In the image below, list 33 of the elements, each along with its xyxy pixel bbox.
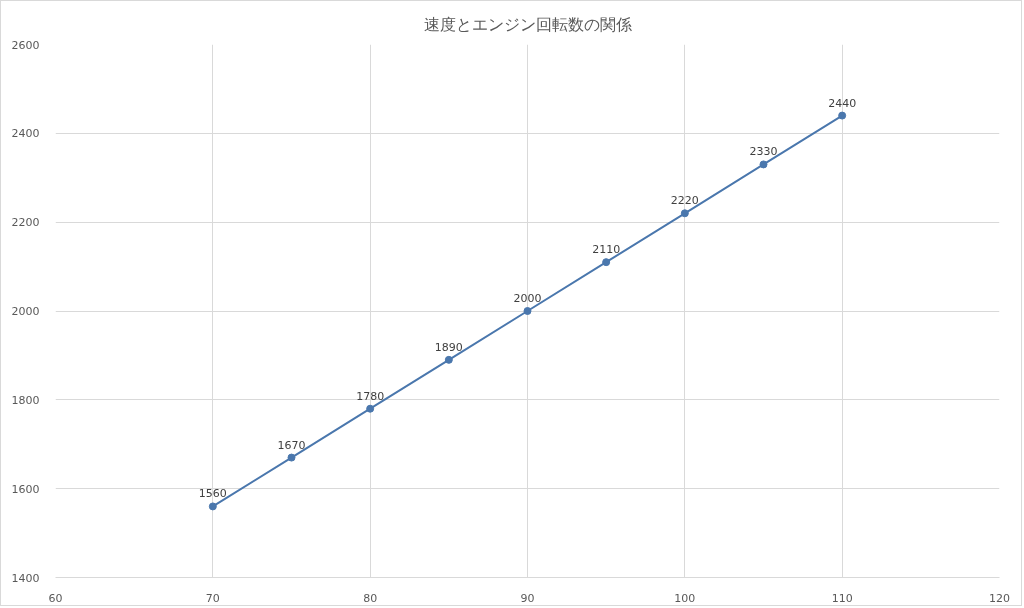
- y-tick-label: 1800: [11, 393, 40, 407]
- x-tick-label: 100: [674, 591, 696, 605]
- point: [287, 453, 296, 462]
- y-tick-label: 1400: [11, 571, 40, 585]
- data-label: 1890: [434, 340, 463, 354]
- data-label: 2110: [592, 243, 621, 257]
- data-label: 1670: [277, 438, 306, 452]
- data-label: 1780: [356, 389, 385, 403]
- point: [680, 209, 689, 218]
- y-tick-label: 2000: [11, 305, 40, 318]
- x-tick-label: 110: [831, 591, 853, 605]
- x-tick-label: 60: [48, 591, 63, 605]
- x-tick-label: 80: [363, 591, 378, 605]
- data-label: 2330: [749, 145, 778, 159]
- data-label: 2000: [513, 292, 542, 305]
- x-tick-label: 120: [989, 591, 1010, 605]
- x-tick-label: 90: [520, 591, 535, 605]
- point: [523, 307, 532, 315]
- data-label: 2220: [670, 194, 699, 208]
- y-tick-label: 2200: [11, 216, 40, 230]
- y-tick-label: 2600: [11, 38, 40, 52]
- point: [602, 258, 611, 267]
- data-label: 2440: [828, 96, 857, 110]
- y-tick-label: 1600: [11, 482, 40, 496]
- point: [208, 502, 217, 511]
- chart-title: 速度とエンジン回転数の関係: [423, 14, 632, 34]
- data-label: 1560: [198, 487, 227, 501]
- x-tick-label: 70: [205, 591, 220, 605]
- y-tick-label: 2400: [11, 127, 40, 141]
- point: [366, 404, 375, 413]
- point: [838, 111, 847, 120]
- point: [444, 355, 453, 364]
- point: [759, 160, 768, 169]
